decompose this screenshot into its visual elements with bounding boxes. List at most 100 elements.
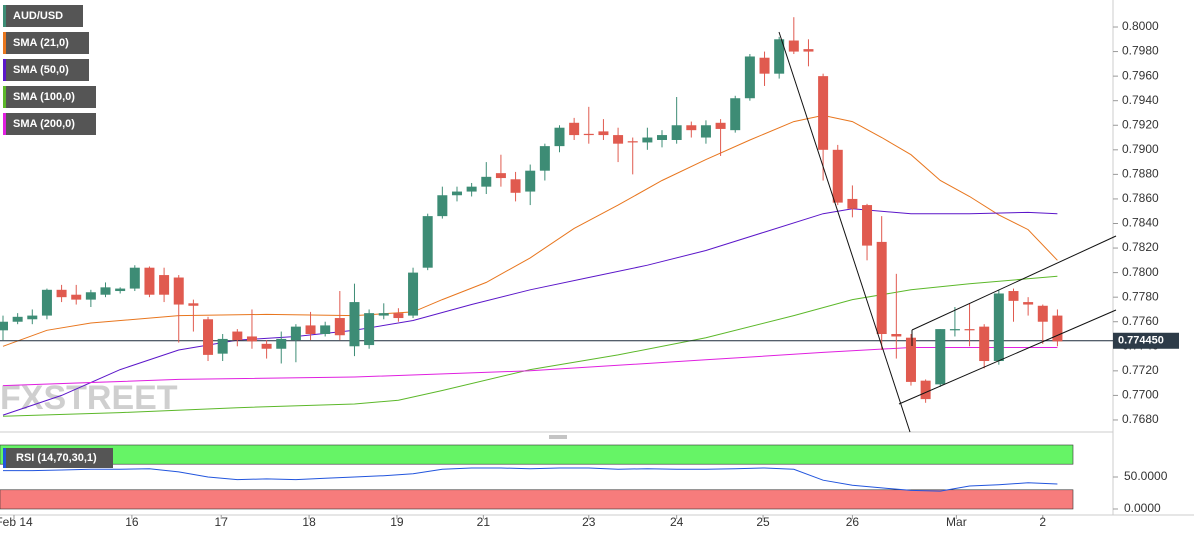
legend-swatch (3, 113, 6, 135)
legend-swatch (3, 32, 6, 54)
y-tick-label: 0.8000 (1122, 19, 1159, 33)
candle-body (41, 289, 52, 316)
x-tick-label: 24 (670, 515, 684, 529)
legend-swatch (3, 448, 6, 468)
candle-body (144, 267, 155, 295)
y-tick-label: 0.7820 (1122, 240, 1159, 254)
candle-body (759, 57, 770, 74)
candle-body (1052, 315, 1063, 342)
candle-body (510, 179, 521, 193)
candle-body (935, 329, 946, 385)
legend-box[interactable] (3, 32, 89, 54)
candle-body (27, 315, 38, 320)
candle-body (85, 292, 96, 300)
candle-body (188, 303, 199, 306)
candle-body (569, 122, 580, 136)
legend-swatch (3, 5, 6, 27)
candle-body (920, 380, 931, 400)
x-tick-label: 18 (302, 515, 316, 529)
trendlines (778, 31, 1117, 433)
candle-body (627, 141, 638, 143)
y-tick-label: 0.7680 (1122, 412, 1159, 426)
y-tick-label: 50.0000 (1124, 469, 1168, 483)
candle-body (495, 173, 506, 179)
y-tick-label: 0.7900 (1122, 142, 1159, 156)
legend-box[interactable] (3, 448, 113, 468)
candle-body (686, 125, 697, 131)
candle-body (12, 316, 23, 322)
y-tick-label: 0.7980 (1122, 44, 1159, 58)
rsi-band (0, 489, 1074, 510)
candle-body (305, 325, 316, 335)
candle-body (730, 98, 741, 131)
legend-label: SMA (50,0) (13, 64, 69, 76)
legend: AUD/USD SMA (21,0) SMA (50,0) SMA (100,0) SM… (3, 5, 113, 468)
y-tick-label: 0.7840 (1122, 216, 1159, 230)
x-tick-label: Feb 14 (0, 515, 33, 529)
y-tick-label: 0.7760 (1122, 314, 1159, 328)
candle-body (100, 287, 111, 295)
candle-body (437, 195, 448, 217)
candle-body (774, 39, 785, 74)
resize-handle[interactable] (548, 434, 568, 440)
candle-body (788, 40, 799, 52)
watermark: FXSTREET (0, 379, 178, 417)
candle-body (993, 293, 1004, 362)
candle-body (539, 146, 550, 171)
candle-body (232, 331, 243, 341)
candle-body (847, 198, 858, 209)
candle-body (203, 319, 214, 355)
y-tick-label: 0.7860 (1122, 191, 1159, 205)
x-tick-label: 17 (215, 515, 229, 529)
candle-body (818, 76, 829, 150)
y-tick-label: 0.7700 (1122, 388, 1159, 402)
legend-box[interactable] (3, 86, 96, 108)
candle-body (525, 170, 536, 192)
candle-body (246, 336, 257, 342)
sma-line (2, 114, 1058, 347)
candle-body (862, 205, 873, 246)
candle-body (173, 277, 184, 305)
legend-box[interactable] (3, 5, 83, 27)
x-tick-label: Mar (946, 515, 967, 529)
y-tick-label: 0.7920 (1122, 117, 1159, 131)
candle-body (217, 338, 228, 354)
candle-body (657, 135, 668, 140)
candle-body (613, 135, 624, 144)
candle-body (832, 149, 843, 203)
x-tick-label: 21 (477, 515, 491, 529)
rsi-line (3, 467, 1058, 492)
legend-swatch (3, 59, 6, 81)
candle-body (364, 313, 375, 346)
candle-body (129, 267, 140, 289)
candle-body (393, 313, 404, 319)
sma-line (2, 275, 1058, 417)
x-tick-label: 26 (846, 515, 860, 529)
candle-body (276, 338, 287, 349)
candle-body (422, 216, 433, 268)
x-tick-label: 23 (582, 515, 596, 529)
candle-body (290, 326, 301, 341)
candle-body (715, 122, 726, 129)
sma-line (2, 208, 1058, 416)
candle-body (598, 131, 609, 136)
candle-body (320, 325, 331, 335)
y-tick-label: 0.7780 (1122, 289, 1159, 303)
candle-body (451, 191, 462, 196)
candle-body (891, 334, 902, 337)
x-tick-label: 25 (756, 515, 770, 529)
candle-body (876, 241, 887, 335)
candle-body (481, 176, 492, 187)
candle-body (71, 294, 82, 300)
x-tick-label: 2 (1039, 515, 1046, 529)
candle-body (700, 125, 711, 138)
legend-box[interactable] (3, 113, 96, 135)
y-tick-label: 0.7940 (1122, 93, 1159, 107)
legend-label: SMA (100,0) (13, 91, 75, 103)
legend-box[interactable] (3, 59, 89, 81)
candle-body (905, 337, 916, 382)
candle-body (642, 137, 653, 143)
y-tick-label: 0.7720 (1122, 363, 1159, 377)
legend-label: RSI (14,70,30,1) (16, 452, 97, 464)
candle-body (803, 49, 814, 52)
